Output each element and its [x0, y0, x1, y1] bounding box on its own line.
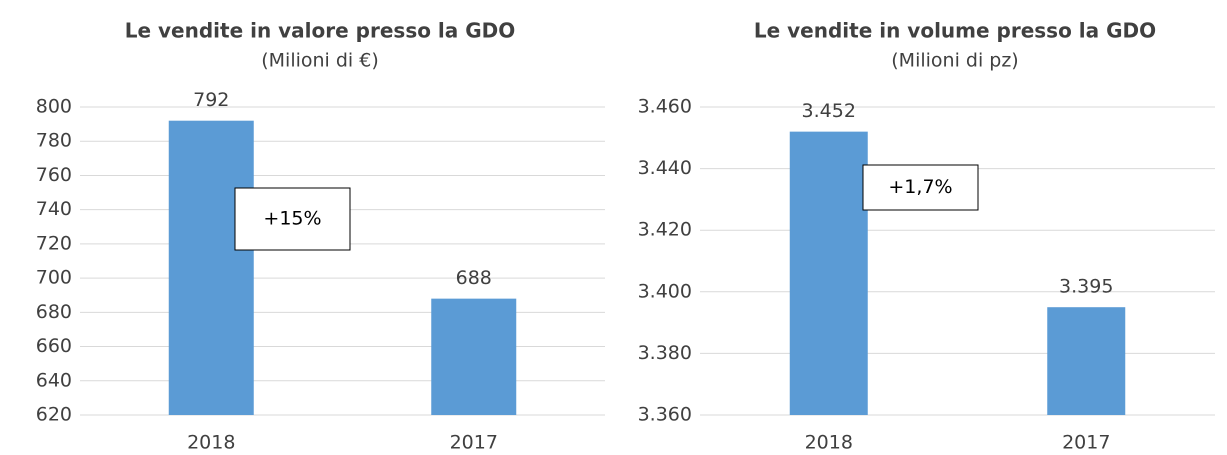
y-tick-label: 680	[36, 301, 72, 323]
chart-subtitle: (Milioni di €)	[261, 50, 379, 72]
annotation: +15%	[263, 208, 321, 230]
data-label: 688	[456, 267, 492, 289]
bar	[431, 298, 517, 415]
y-tick-label: 720	[36, 232, 72, 254]
annotation-box	[862, 164, 979, 211]
y-tick-label: 3.420	[638, 219, 692, 241]
data-label: 3.452	[802, 100, 856, 122]
bar	[1047, 307, 1126, 415]
annotation: +1,7%	[888, 176, 952, 198]
chart-title: Le vendite in volume presso la GDO	[754, 19, 1156, 43]
chart-subtitle: (Milioni di pz)	[891, 50, 1018, 72]
x-tick-label: 2017	[450, 432, 498, 454]
y-tick-label: 3.460	[638, 96, 692, 118]
annotation-box	[234, 187, 351, 251]
y-tick-label: 760	[36, 164, 72, 186]
y-tick-label: 3.380	[638, 342, 692, 364]
y-tick-label: 660	[36, 335, 72, 357]
bar	[168, 120, 254, 415]
y-tick-label: 700	[36, 267, 72, 289]
y-tick-label: 620	[36, 404, 72, 426]
y-tick-label: 3.440	[638, 157, 692, 179]
y-tick-label: 780	[36, 130, 72, 152]
y-tick-label: 3.360	[638, 404, 692, 426]
chart-title: Le vendite in valore presso la GDO	[125, 19, 516, 43]
bar	[789, 131, 868, 415]
x-tick-label: 2017	[1062, 432, 1110, 454]
data-label: 3.395	[1059, 276, 1113, 298]
data-label: 792	[193, 89, 229, 111]
y-tick-label: 800	[36, 96, 72, 118]
x-tick-label: 2018	[805, 432, 853, 454]
y-tick-label: 740	[36, 198, 72, 220]
y-tick-label: 640	[36, 369, 72, 391]
y-tick-label: 3.400	[638, 280, 692, 302]
x-tick-label: 2018	[187, 432, 235, 454]
